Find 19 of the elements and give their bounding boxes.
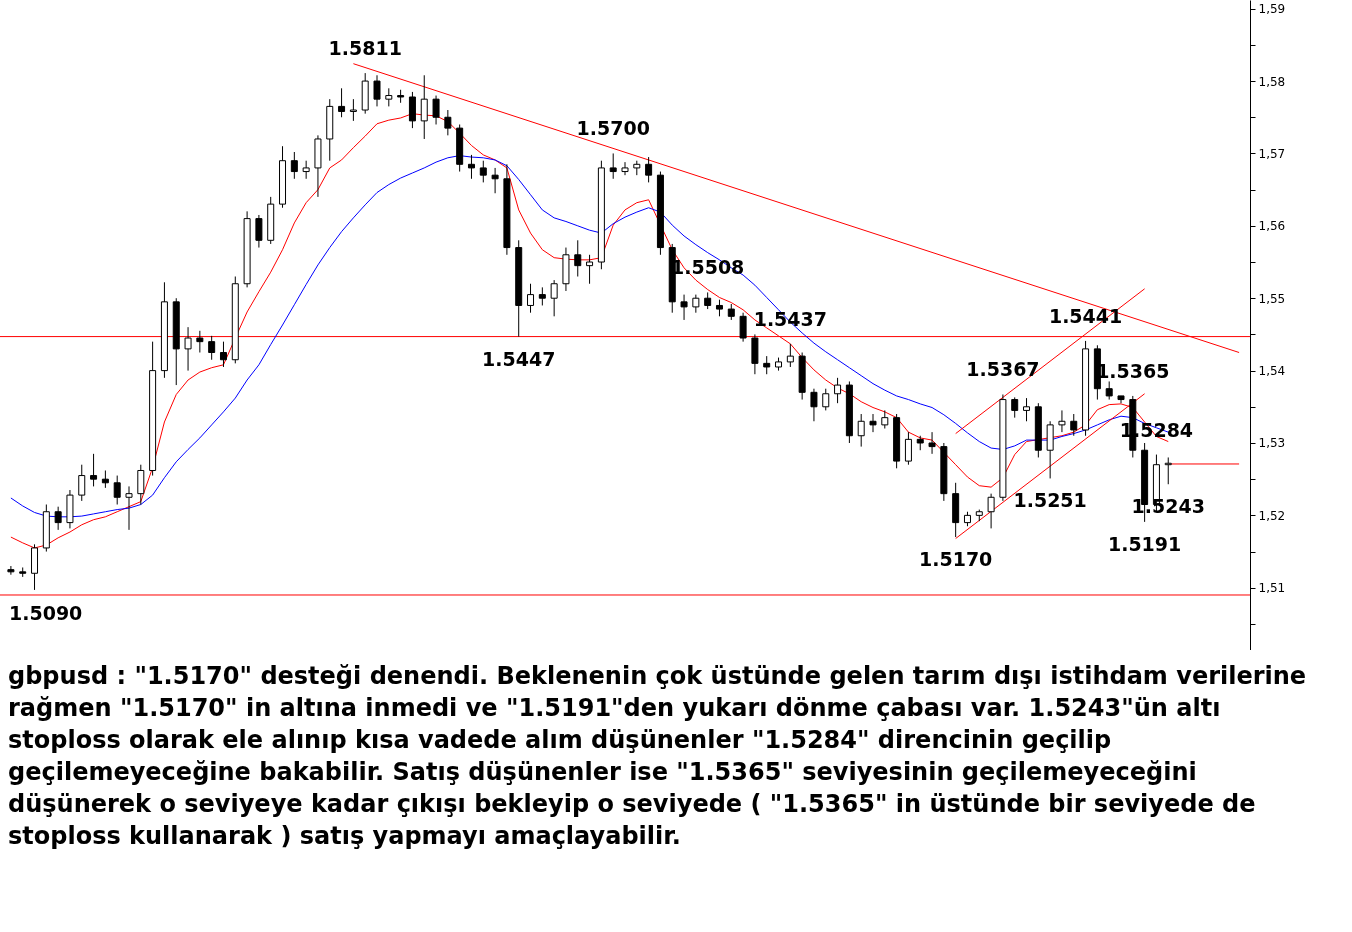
annotation: 1.5447 [482,347,556,370]
y-tick-label: 1,53 [1258,436,1286,451]
annotation: 1.5700 [576,117,650,140]
y-tick-label: 1,55 [1258,291,1286,306]
y-tick-label: 1,56 [1258,219,1286,234]
y-tick-label: 1,57 [1258,146,1286,161]
y-tick-label: 1,58 [1258,74,1286,89]
annotation: 1.5170 [919,548,993,571]
annotation: 1.5437 [753,307,827,330]
y-tick-label: 1,59 [1258,2,1286,17]
y-tick-label: 1,52 [1258,508,1286,523]
y-tick-label: 1,51 [1258,581,1286,596]
annotation: 1.5191 [1107,532,1182,555]
annotation: 1.5251 [1013,489,1087,512]
text: gbpusd : "1.5170" desteği denendi. Beklenenin çok üstünde gelen tarım dışı istihdam verilerine rağmen "1.5170" in altına inmedi ve "1.5191"den yukarı dönme çabası var. 1.5243"ün altı stoploss olarak ele alınıp kısa vadede alım düşünenler "1.5284" direncinin geçilip geçilemeyeceğine bakabilir. Satış düşünenler ise "1.5365" seviyesinin geçilemeyeceğini düşünerek o seviyeye kadar çıkışı bekleyip o seviyede ( "1.5365" in üstünde bir seviyede de stoploss kullanarak ) satış yapmayı amaçlayabilir. [8,661,1308,852]
ref-line-label: 1.5090 [9,601,83,624]
y-tick-label: 1,54 [1258,364,1286,379]
annotation: 1.5811 [328,37,402,60]
annotation: 1.5367 [966,358,1040,381]
